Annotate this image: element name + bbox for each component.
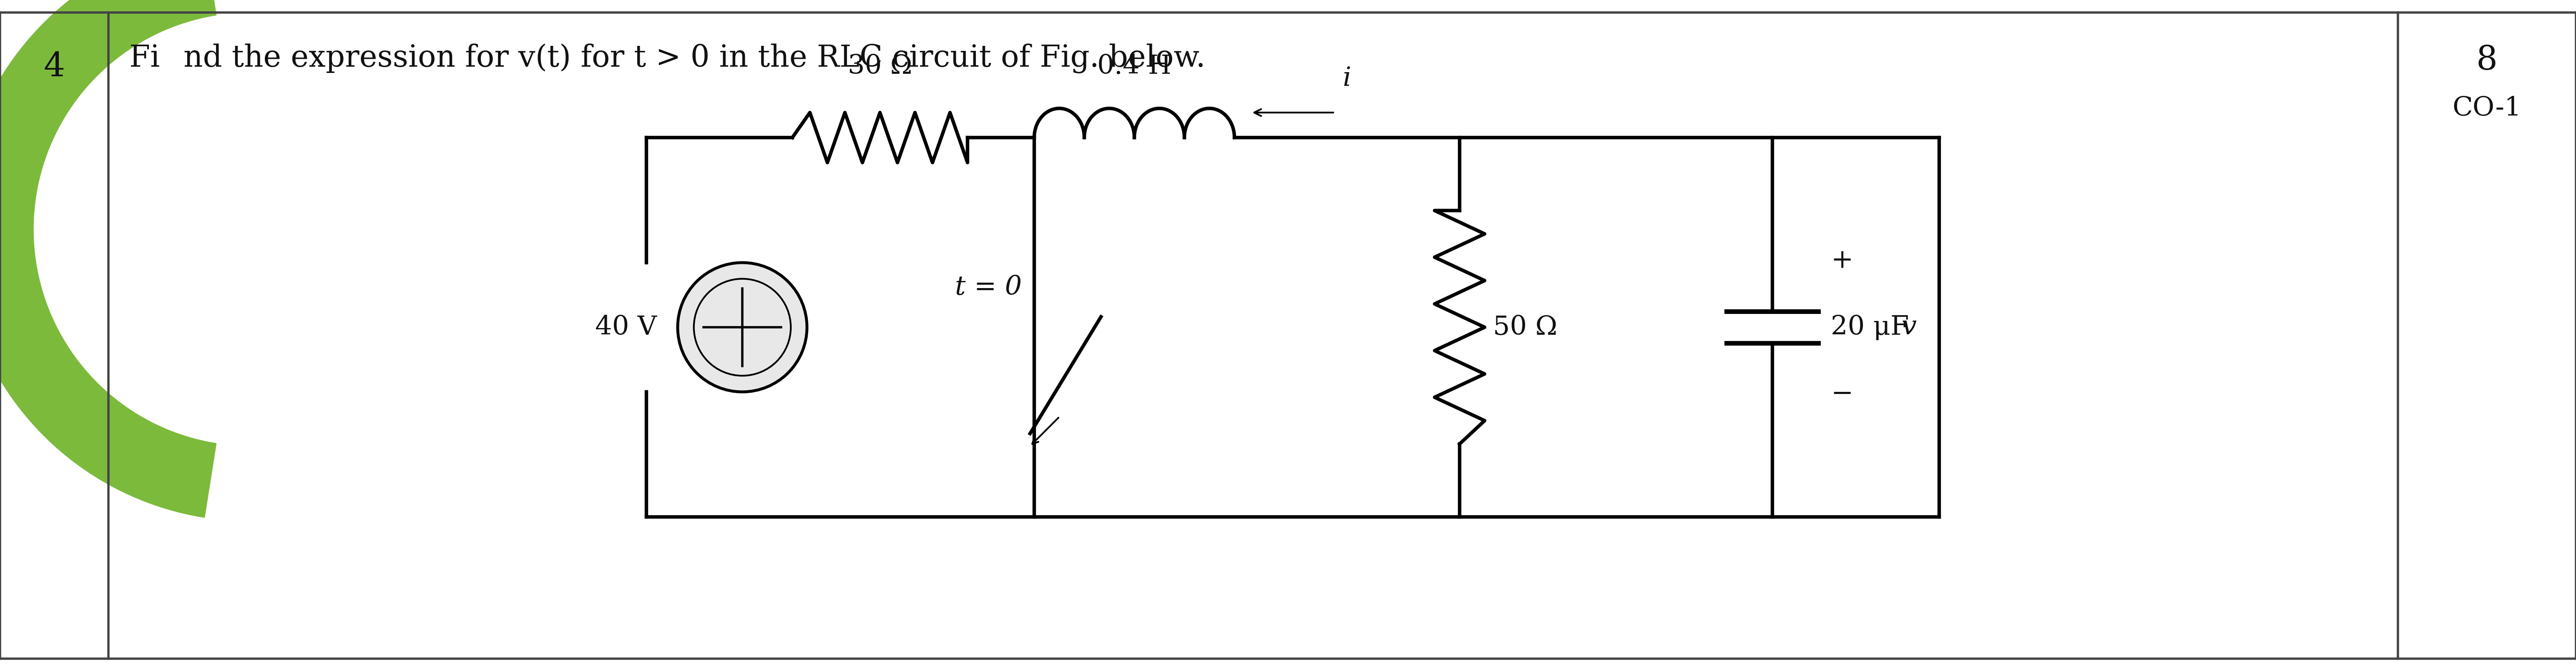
Text: nd the expression for v(t) for t > 0 in the RLC circuit of Fig. below.: nd the expression for v(t) for t > 0 in … [183, 43, 1206, 73]
Circle shape [677, 263, 806, 392]
Text: +: + [1832, 248, 1852, 273]
Text: i: i [1342, 66, 1352, 91]
Text: 50 Ω: 50 Ω [1494, 315, 1558, 340]
Text: −: − [1832, 382, 1852, 407]
Text: 4: 4 [44, 51, 64, 83]
Text: CO-1: CO-1 [2452, 95, 2522, 121]
Text: 20 μF: 20 μF [1832, 315, 1909, 340]
Text: 30 Ω: 30 Ω [848, 54, 912, 79]
Text: 8: 8 [2476, 44, 2499, 77]
Text: Fi: Fi [129, 43, 160, 73]
Text: 0.4 H: 0.4 H [1097, 54, 1172, 79]
Text: v: v [1901, 314, 1917, 340]
Text: t = 0: t = 0 [956, 275, 1023, 300]
Text: 40 V: 40 V [595, 315, 657, 340]
Polygon shape [0, 0, 216, 518]
